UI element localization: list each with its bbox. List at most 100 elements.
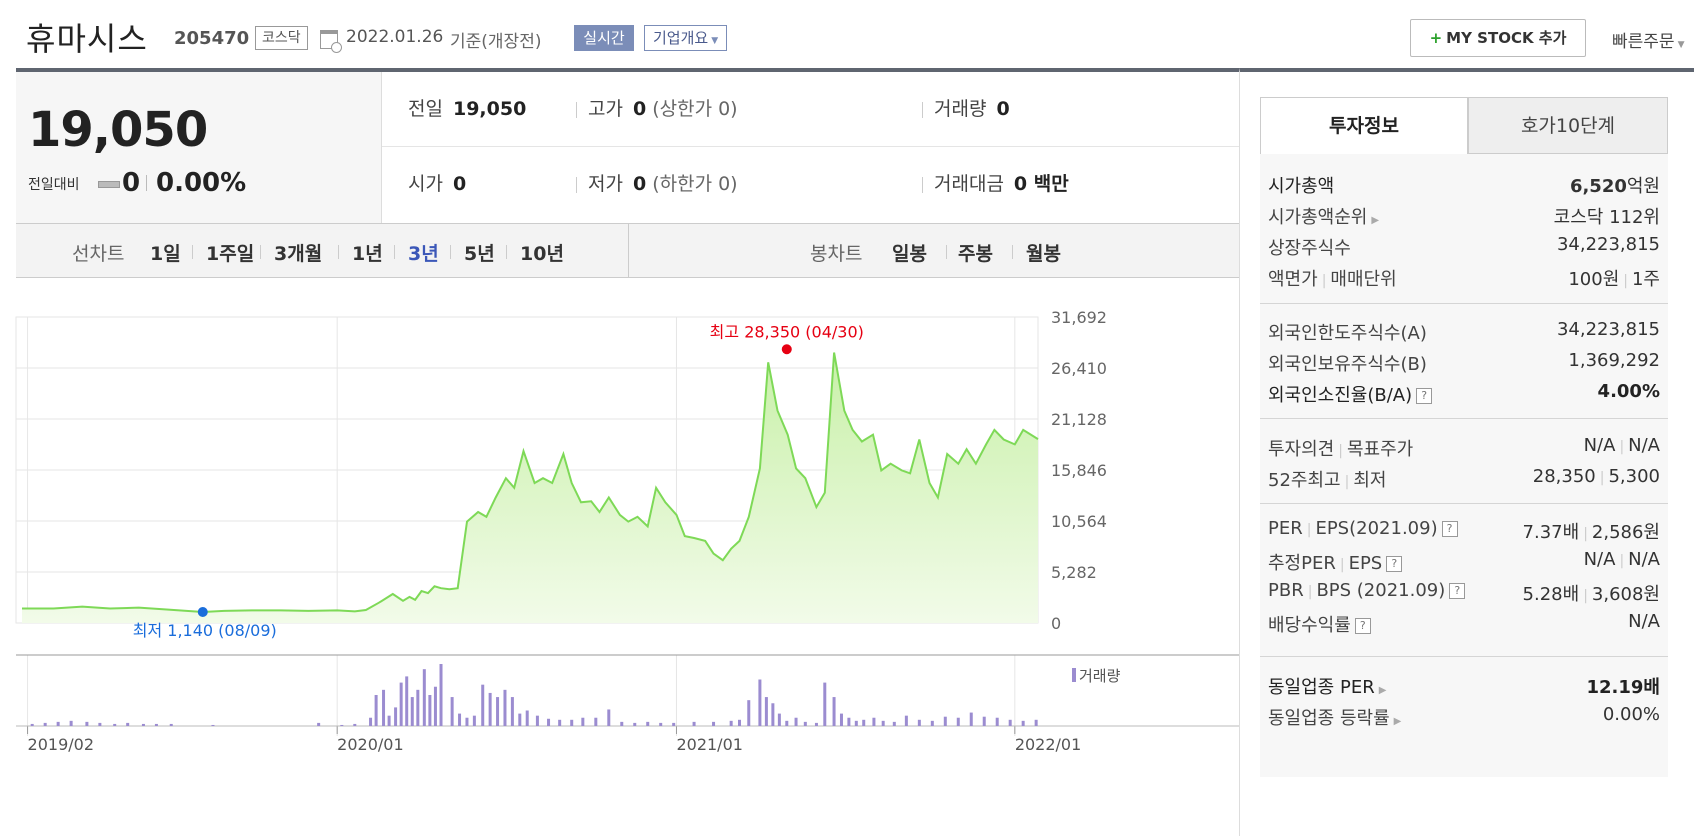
divider — [1260, 303, 1668, 304]
volume-bar — [823, 682, 827, 726]
tab-1w[interactable]: 1주일 — [206, 243, 255, 265]
opinion-label: 투자의견 — [1268, 439, 1335, 460]
opinion-row: 투자의견 | 목표주가 N/A | N/A — [1268, 432, 1660, 462]
foreign-hold-label: 외국인보유주식수(B) — [1268, 354, 1427, 375]
current-price-box: 19,050 전일대비 0 0.00% — [16, 72, 382, 223]
chart-period-tabs: 선차트 1일 1주일 3개월 1년 3년 5년 10년 봉차트 일봉 주봉 월봉 — [16, 224, 1239, 278]
candle-chart-label: 봉차트 — [810, 243, 863, 265]
week52-high-label: 52주최고 — [1268, 470, 1341, 491]
week52-low: 5,300 — [1608, 466, 1660, 487]
help-icon[interactable]: ? — [1449, 583, 1466, 599]
help-icon[interactable]: ? — [1386, 556, 1403, 572]
volume-bar — [525, 710, 529, 726]
divider — [192, 245, 193, 259]
volume-bar — [56, 721, 60, 726]
dividend-label-text: 배당수익률 — [1268, 615, 1351, 636]
volume-bar — [982, 716, 986, 726]
tab-investment-info[interactable]: 투자정보 — [1260, 97, 1468, 154]
tab-3y[interactable]: 3년 — [408, 243, 439, 265]
tab-weekly-candle[interactable]: 주봉 — [958, 243, 993, 265]
volume-bar — [465, 717, 469, 726]
est-per-value: N/A — [1583, 549, 1616, 570]
volume-bar — [126, 722, 130, 726]
volume-bar — [518, 713, 522, 726]
price-chart[interactable]: 31,692 26,410 21,128 15,846 10,564 5,282 0 2019… — [15, 300, 1239, 836]
help-icon[interactable]: ? — [1354, 618, 1371, 634]
volume-bar — [881, 720, 885, 726]
volume-bar — [85, 721, 89, 726]
foreign-limit: 34,223,815 — [1556, 319, 1660, 340]
industry-change-row[interactable]: 동일업종 등락률 ▶ 0.00% — [1268, 701, 1660, 731]
volume-bar — [712, 721, 716, 726]
volume-bar — [633, 722, 637, 726]
volume-value: 0 — [996, 98, 1010, 120]
tab-1y[interactable]: 1년 — [352, 243, 383, 265]
volume-bar — [872, 717, 876, 726]
change-value: 0 — [122, 168, 141, 198]
volume-bar — [646, 721, 650, 726]
market-cap-label: 시가총액 — [1268, 176, 1335, 197]
change-label: 전일대비 — [28, 177, 80, 193]
company-name: 휴마시스 — [26, 20, 148, 58]
tab-3m[interactable]: 3개월 — [274, 243, 323, 265]
help-icon[interactable]: ? — [1441, 521, 1458, 537]
realtime-button[interactable]: 실시간 — [574, 25, 634, 51]
volume-bar — [839, 713, 843, 726]
divider: | — [1619, 439, 1625, 455]
company-info-dropdown[interactable]: 기업개요 ▼ — [644, 25, 728, 51]
volume-bar — [803, 721, 807, 726]
volume-bar — [729, 720, 733, 726]
foreign-limit-row: 외국인한도주식수(A) 34,223,815 — [1268, 316, 1660, 346]
divider: | — [1307, 584, 1313, 600]
stock-header: 휴마시스 205470 코스닥 2022.01.26 기준(개장전) 실시간 기… — [0, 0, 1694, 70]
flat-change-icon — [98, 181, 120, 188]
divider — [146, 175, 147, 191]
volume-bar — [570, 719, 574, 726]
listed-shares-label: 상장주식수 — [1268, 238, 1351, 259]
opinion-labels: 투자의견 | 목표주가 — [1268, 435, 1413, 461]
industry-per-row[interactable]: 동일업종 PER ▶ 12.19배 — [1268, 670, 1660, 700]
volume-bar — [1021, 720, 1025, 726]
help-icon[interactable]: ? — [1416, 388, 1433, 404]
volume-bar — [969, 712, 973, 726]
high-label: 최고 28,350 (04/30) — [710, 322, 864, 341]
market-cap-unit: 억원 — [1626, 176, 1660, 197]
divider: | — [1338, 443, 1343, 459]
est-per-row: 추정PER | EPS? N/A | N/A — [1268, 546, 1660, 576]
tab-order-book[interactable]: 호가10단계 — [1468, 97, 1668, 154]
volume-bar — [904, 715, 908, 726]
divider — [394, 245, 395, 259]
volume-bar — [394, 707, 398, 726]
y-tick-label: 26,410 — [1051, 359, 1107, 378]
divider: | — [1306, 522, 1312, 538]
tab-10y[interactable]: 10년 — [520, 243, 564, 265]
per-labels: PER | EPS(2021.09)? — [1268, 518, 1458, 539]
divider: | — [1583, 526, 1588, 542]
volume: 거래량 0 — [934, 94, 1010, 121]
add-my-stock-button[interactable]: + MY STOCK 추가 — [1410, 19, 1586, 57]
market-cap-rank-row[interactable]: 시가총액순위 ▶ 코스닥 112위 — [1268, 200, 1660, 230]
quick-order-dropdown[interactable]: 빠른주문 ▼ — [1612, 27, 1684, 52]
volume-bar — [369, 717, 373, 726]
y-tick-label: 21,128 — [1051, 410, 1107, 429]
divider: | — [1583, 588, 1588, 604]
tab-monthly-candle[interactable]: 월봉 — [1026, 243, 1061, 265]
x-tick-label: 2021/01 — [676, 735, 742, 754]
foreign-rate-label-text: 외국인소진율(B/A) — [1268, 385, 1413, 406]
market-badge: 코스닥 — [255, 26, 308, 50]
industry-per: 12.19배 — [1586, 677, 1661, 698]
volume-bar — [854, 720, 858, 726]
volume-bar — [547, 718, 551, 726]
week52-values: 28,350 | 5,300 — [1533, 466, 1660, 487]
divider: | — [1623, 273, 1628, 289]
foreign-rate: 4.00% — [1597, 381, 1660, 402]
divider — [338, 245, 339, 259]
tab-1d[interactable]: 1일 — [150, 243, 181, 265]
y-tick-label: 10,564 — [1051, 512, 1107, 531]
volume-bar — [496, 697, 500, 726]
volume-bar — [154, 723, 158, 726]
tab-daily-candle[interactable]: 일봉 — [892, 243, 927, 265]
trade-amount-value: 0 백만 — [1013, 173, 1069, 195]
divider — [260, 245, 261, 259]
tab-5y[interactable]: 5년 — [464, 243, 495, 265]
